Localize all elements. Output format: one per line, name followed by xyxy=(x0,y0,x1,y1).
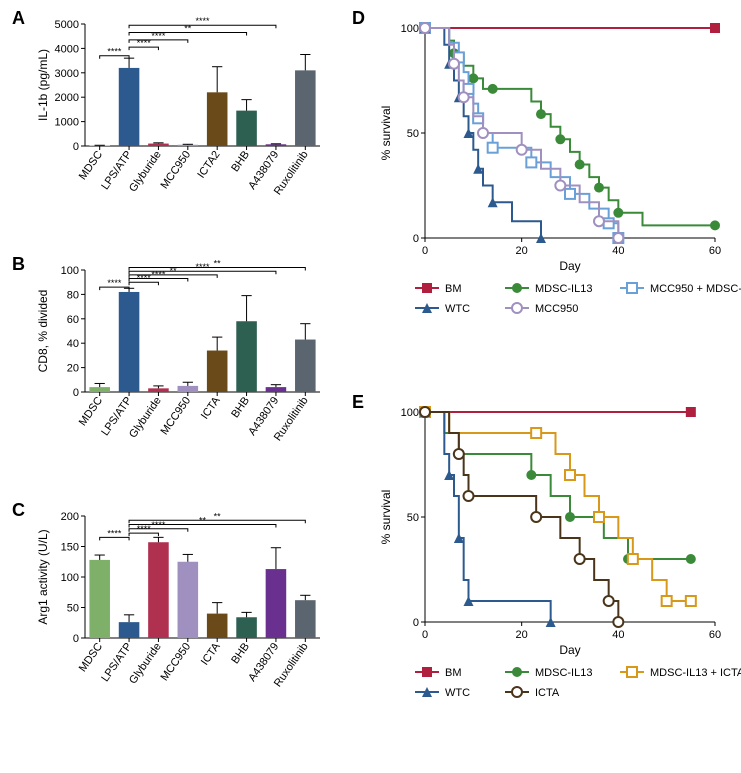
svg-text:40: 40 xyxy=(612,629,624,641)
svg-text:% survival: % survival xyxy=(379,106,393,161)
svg-text:% survival: % survival xyxy=(379,490,393,545)
svg-text:MDSC-IL13: MDSC-IL13 xyxy=(535,667,592,679)
panel-label-d: D xyxy=(352,8,365,29)
svg-text:4000: 4000 xyxy=(55,43,79,55)
svg-text:2000: 2000 xyxy=(55,92,79,104)
svg-text:0: 0 xyxy=(73,141,79,153)
panel-label-a: A xyxy=(12,8,25,29)
svg-text:20: 20 xyxy=(67,363,79,375)
svg-text:100: 100 xyxy=(401,23,419,35)
svg-text:0: 0 xyxy=(422,629,428,641)
svg-text:80: 80 xyxy=(67,289,79,301)
svg-text:BHB: BHB xyxy=(229,149,252,174)
svg-text:0: 0 xyxy=(422,245,428,257)
svg-text:MDSC-IL13 + ICTA: MDSC-IL13 + ICTA xyxy=(650,667,741,679)
chart-d: 0 50 100 0 20 40 60 % survival Day BM MDSC-IL13 MCC… xyxy=(375,18,725,378)
svg-text:50: 50 xyxy=(407,128,419,140)
svg-text:MCC950: MCC950 xyxy=(159,149,194,191)
svg-text:MCC950: MCC950 xyxy=(159,641,194,683)
svg-text:100: 100 xyxy=(401,407,419,419)
svg-text:ICTA2: ICTA2 xyxy=(195,149,222,181)
chart-b: 020406080100CD8, % dividedMDSCLPS/ATPGly… xyxy=(35,264,330,494)
chart-e: 0501000204060% survivalDayBMMDSC-IL13MDS… xyxy=(375,402,725,762)
panel-label-b: B xyxy=(12,254,25,275)
svg-text:MCC950: MCC950 xyxy=(159,395,194,437)
svg-text:MCC950 + MDSC-IL13: MCC950 + MDSC-IL13 xyxy=(650,283,741,295)
svg-text:5000: 5000 xyxy=(55,19,79,31)
svg-text:Day: Day xyxy=(559,643,580,657)
svg-text:150: 150 xyxy=(61,542,79,554)
svg-text:ICTA: ICTA xyxy=(199,394,223,421)
chart-c: 050100150200Arg1 activity (U/L)MDSCLPS/A… xyxy=(35,510,330,760)
svg-text:50: 50 xyxy=(407,512,419,524)
svg-text:60: 60 xyxy=(67,314,79,326)
svg-text:ICTA: ICTA xyxy=(199,640,223,667)
svg-text:40: 40 xyxy=(67,338,79,350)
chart-a: 010002000300040005000IL-1b (pg/mL)MDSCLP… xyxy=(35,18,330,248)
svg-text:50: 50 xyxy=(67,603,79,615)
svg-text:CD8, % divided: CD8, % divided xyxy=(36,290,50,373)
svg-text:WTC: WTC xyxy=(445,687,470,699)
panel-label-c: C xyxy=(12,500,25,521)
svg-text:1000: 1000 xyxy=(55,117,79,129)
svg-text:Arg1 activity (U/L): Arg1 activity (U/L) xyxy=(36,529,50,624)
svg-text:**: ** xyxy=(214,511,222,521)
svg-text:MCC950: MCC950 xyxy=(535,303,578,315)
svg-text:MDSC: MDSC xyxy=(77,641,105,674)
svg-text:0: 0 xyxy=(413,617,419,629)
svg-text:ICTA: ICTA xyxy=(535,687,560,699)
svg-text:MDSC-IL13: MDSC-IL13 xyxy=(535,283,592,295)
svg-text:BM: BM xyxy=(445,667,462,679)
svg-text:20: 20 xyxy=(516,629,528,641)
svg-text:MDSC: MDSC xyxy=(77,149,105,182)
svg-text:40: 40 xyxy=(612,245,624,257)
svg-text:****: **** xyxy=(107,47,122,57)
svg-text:100: 100 xyxy=(61,572,79,584)
svg-text:****: **** xyxy=(107,278,122,288)
svg-text:IL-1b (pg/mL): IL-1b (pg/mL) xyxy=(36,49,50,121)
svg-text:0: 0 xyxy=(73,387,79,399)
svg-text:MDSC: MDSC xyxy=(77,395,105,428)
panel-label-e: E xyxy=(352,392,364,413)
svg-text:0: 0 xyxy=(73,633,79,645)
svg-text:**: ** xyxy=(214,259,222,269)
svg-text:Day: Day xyxy=(559,259,580,273)
svg-text:60: 60 xyxy=(709,629,721,641)
svg-text:3000: 3000 xyxy=(55,68,79,80)
svg-text:BHB: BHB xyxy=(229,395,252,420)
svg-text:****: **** xyxy=(107,528,122,538)
svg-text:0: 0 xyxy=(413,233,419,245)
svg-text:BHB: BHB xyxy=(229,641,252,666)
svg-text:BM: BM xyxy=(445,283,462,295)
svg-text:20: 20 xyxy=(516,245,528,257)
svg-text:200: 200 xyxy=(61,511,79,523)
svg-text:WTC: WTC xyxy=(445,303,470,315)
svg-text:****: **** xyxy=(195,16,210,26)
svg-text:60: 60 xyxy=(709,245,721,257)
svg-text:100: 100 xyxy=(61,265,79,277)
